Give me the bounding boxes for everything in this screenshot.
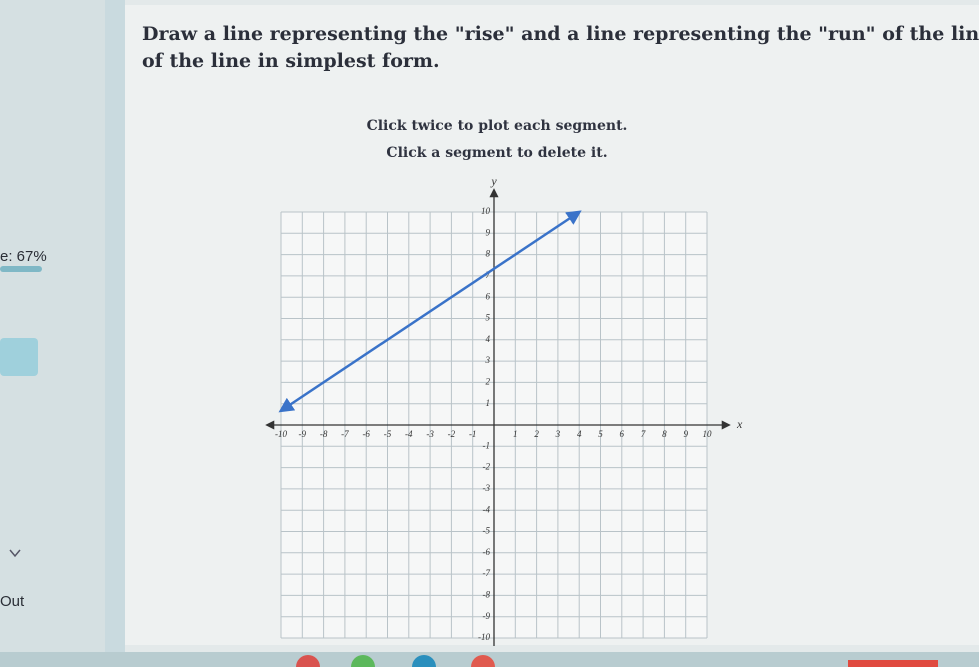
y-tick-label: -9 [483,611,491,621]
instruction-line: of the line in simplest form. [142,50,440,72]
y-tick-label: -1 [483,440,491,450]
x-tick-label: 3 [555,429,561,439]
x-tick-label: 7 [641,429,646,439]
x-tick-label: -8 [320,429,328,439]
x-tick-label: 6 [620,429,625,439]
taskbar-icon[interactable] [351,655,375,667]
x-tick-label: -4 [405,429,413,439]
x-tick-label: -3 [426,429,434,439]
y-tick-label: -2 [483,462,491,472]
sidebar-button[interactable] [0,338,38,376]
coordinate-plane[interactable]: -10 -9 -8 -7 -6 -5 -4 -3 -2 -1 1 2 3 4 5 6 7 8 9 10 -10 -9 -8 -… [265,174,743,646]
y-tick-label: -3 [483,483,491,493]
x-tick-label: -1 [469,429,477,439]
dropdown-chevron[interactable] [9,549,21,558]
y-tick-label: -8 [483,589,491,599]
x-tick-label: 8 [662,429,667,439]
hint: Click twice to plot each segment. [367,118,628,134]
x-tick-label: 1 [513,429,518,439]
x-tick-label: -6 [362,429,370,439]
progress-bar [0,266,42,272]
y-tick-label: -5 [483,526,491,536]
x-axis-label: x [736,417,743,431]
y-tick-label: 9 [486,227,491,237]
progress-text: e: 67% [0,248,47,265]
x-tick-label: -2 [448,429,456,439]
taskbar-bar [848,660,938,667]
y-tick-label: 2 [486,376,491,386]
taskbar-icon[interactable] [296,655,320,667]
x-tick-label: -10 [275,429,287,439]
x-tick-label: 2 [534,429,539,439]
y-tick-label: -6 [483,547,491,557]
y-axis-label: y [490,174,497,188]
taskbar-icon[interactable] [412,655,436,667]
sidebar-label: Out [0,593,25,610]
x-tick-label: -9 [299,429,307,439]
taskbar-icon[interactable] [471,655,495,667]
y-tick-label: 3 [485,355,491,365]
instruction-line: Draw a line representing the "rise" and … [142,23,979,45]
y-tick-label: 10 [481,206,491,216]
x-tick-label: 10 [703,429,713,439]
x-tick-label: 9 [683,429,688,439]
sidebar-panel [0,0,105,667]
sidebar-border [105,0,125,667]
x-tick-label: 4 [577,429,582,439]
y-tick-label: 1 [486,398,491,408]
x-tick-label: 5 [598,429,603,439]
y-tick-label: -7 [483,568,491,578]
y-tick-label: -4 [483,504,491,514]
y-tick-label: -10 [478,632,490,642]
hint: Click a segment to delete it. [386,145,607,161]
y-tick-label: 4 [486,334,491,344]
plotted-line [278,210,582,413]
x-tick-label: -7 [341,429,349,439]
y-tick-label: 8 [486,249,491,259]
y-tick-label: 5 [486,313,491,323]
y-tick-label: 6 [486,291,491,301]
x-tick-label: -5 [384,429,392,439]
